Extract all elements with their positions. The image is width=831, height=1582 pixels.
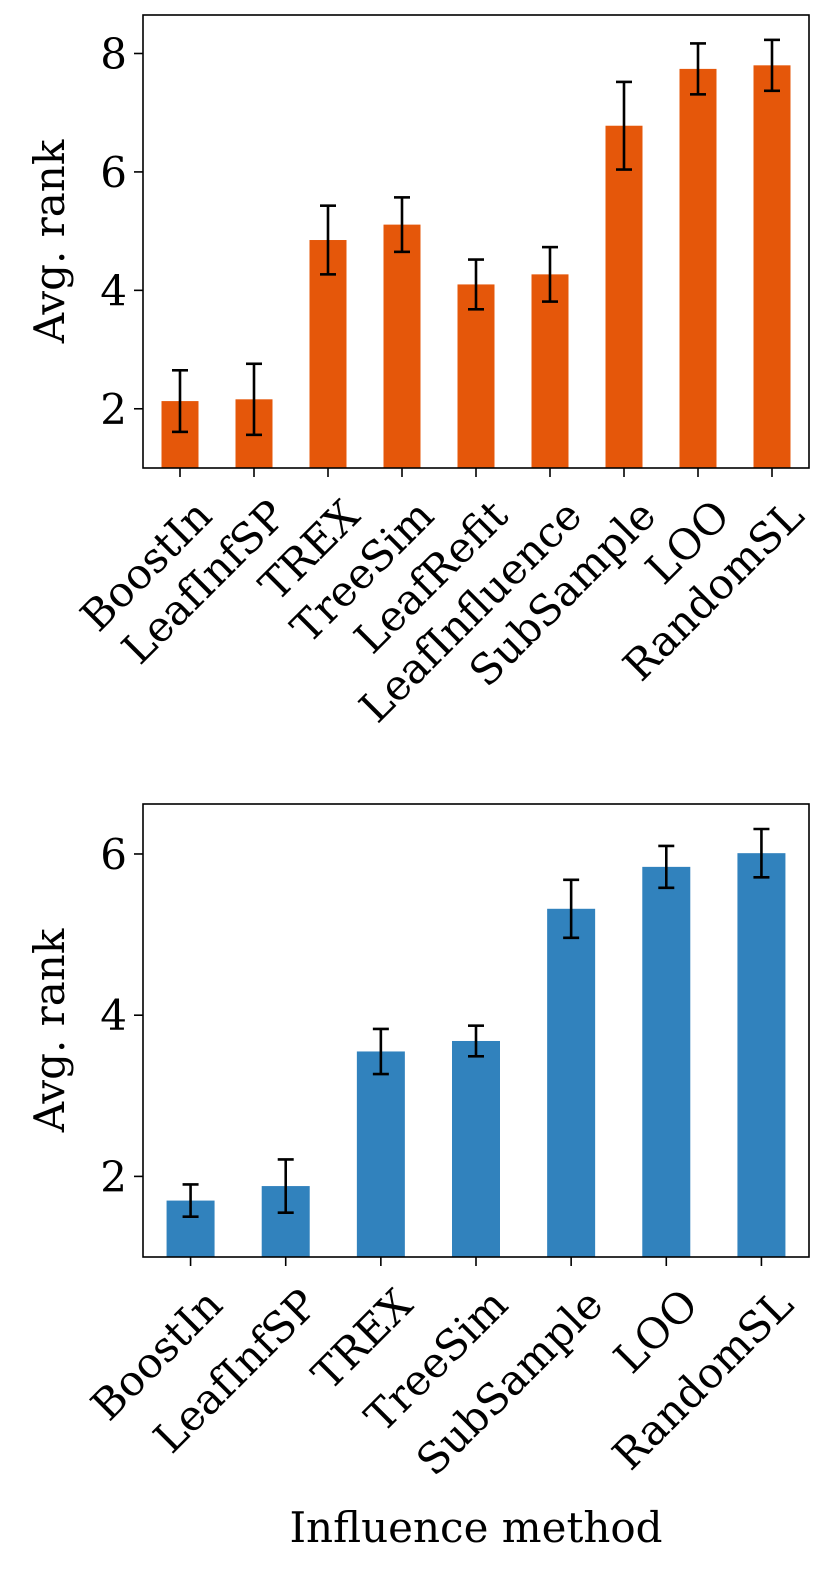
x-axis-label: Influence method [289, 1503, 662, 1552]
y-axis-label: Avg. rank [25, 139, 74, 344]
bar-treesim [383, 224, 421, 468]
error-bar-loo [690, 42, 706, 96]
y-tick-label: 2 [100, 1152, 127, 1201]
bar-loo [642, 866, 691, 1257]
y-tick-label: 4 [100, 991, 127, 1040]
bar-subsample [547, 908, 596, 1257]
error-bar-leafrefit [468, 258, 484, 311]
bar-randomsl [737, 853, 786, 1257]
error-bar-trex [320, 204, 336, 276]
bar-trex [356, 1051, 405, 1257]
error-bar-subsample [616, 80, 632, 171]
bar-randomsl [753, 65, 791, 468]
bar-leafrefit [457, 284, 495, 468]
error-bar-randomsl [753, 827, 770, 879]
y-tick-label: 2 [100, 385, 127, 434]
y-tick-label: 4 [100, 266, 127, 315]
bar-trex [309, 240, 347, 468]
bar-leafinfluence [531, 274, 569, 468]
error-bar-leafinfluence [542, 245, 558, 303]
y-tick-label: 8 [100, 29, 127, 78]
bar-subsample [605, 125, 643, 468]
y-axis-label: Avg. rank [25, 928, 74, 1133]
error-bar-treesim [468, 1024, 484, 1058]
error-bar-randomsl [764, 38, 780, 93]
error-bar-subsample [563, 878, 580, 940]
bar-loo [679, 68, 717, 468]
error-bar-trex [372, 1027, 389, 1076]
error-bar-leafinfsp [246, 362, 262, 437]
error-bar-boostin [172, 368, 188, 434]
error-bar-boostin [182, 1183, 199, 1218]
error-bar-treesim [394, 196, 410, 254]
error-bar-loo [658, 844, 675, 890]
y-tick-label: 6 [100, 830, 127, 879]
y-tick-label: 6 [100, 148, 127, 197]
bar-treesim [452, 1040, 500, 1257]
error-bar-leafinfsp [277, 1158, 294, 1214]
